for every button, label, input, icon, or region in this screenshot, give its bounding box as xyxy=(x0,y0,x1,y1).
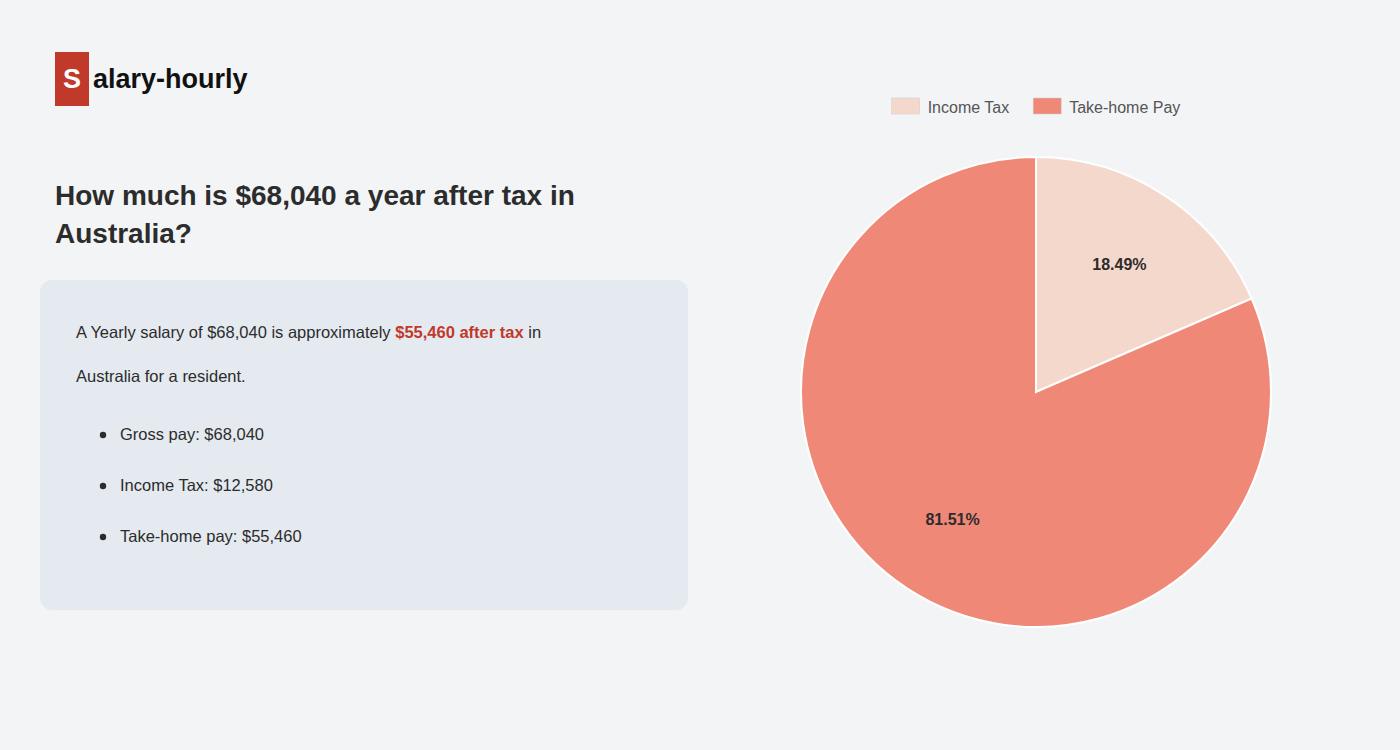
data-label: 81.51% xyxy=(925,511,979,528)
legend-label: Take-home Pay xyxy=(1069,99,1180,116)
legend-swatch xyxy=(892,98,920,114)
bullet xyxy=(100,483,106,489)
bullet-text: Income Tax: $12,580 xyxy=(120,476,273,494)
info-line: A Yearly salary of $68,040 is approximat… xyxy=(76,323,541,341)
info-box xyxy=(40,280,688,610)
data-label: 18.49% xyxy=(1092,256,1146,273)
title: How much is $68,040 a year after tax inA… xyxy=(55,180,575,249)
pie-slice xyxy=(801,157,1271,627)
bullet xyxy=(100,432,106,438)
background xyxy=(0,0,1400,750)
info-text: A Yearly salary of $68,040 is approximat… xyxy=(76,323,395,341)
logo-letter: S xyxy=(63,64,81,94)
logo-box xyxy=(55,52,89,106)
info-text: in xyxy=(524,323,541,341)
legend-swatch xyxy=(1033,98,1061,114)
bullet xyxy=(100,534,106,540)
data-labels: 18.49% 81.51% xyxy=(925,256,1146,527)
legend-label: Income Tax xyxy=(928,99,1010,116)
bullet-text: Take-home pay: $55,460 xyxy=(120,527,302,545)
info-text: $55,460 after tax xyxy=(395,323,524,341)
info-line: Australia for a resident. xyxy=(76,367,246,385)
pie-slices xyxy=(801,157,1271,627)
legend-item: Take-home Pay xyxy=(1033,98,1180,116)
logo-text: alary-hourly xyxy=(93,64,248,94)
legend-item: Income Tax xyxy=(892,98,1010,116)
text-panel: Salary-hourly How much is $68,040 a year … xyxy=(40,52,688,610)
legend: Income Tax Take-home Pay xyxy=(892,98,1181,116)
bullet-text: Gross pay: $68,040 xyxy=(120,425,264,443)
